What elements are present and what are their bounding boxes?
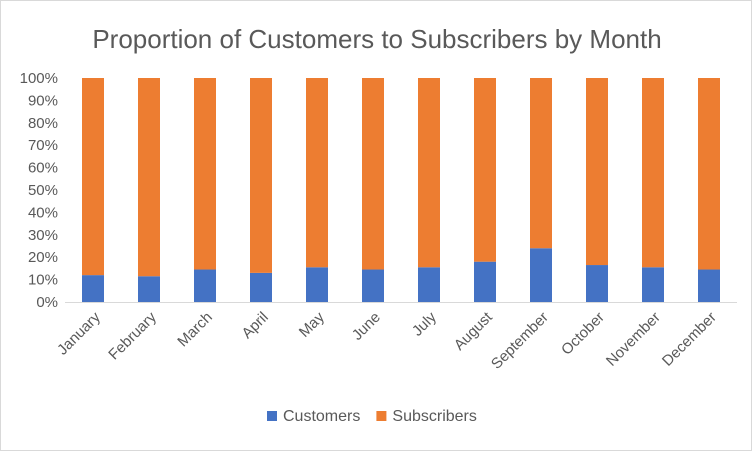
x-tick-label: February bbox=[105, 308, 160, 363]
y-tick-label: 10% bbox=[28, 272, 58, 289]
legend-swatch-subscribers bbox=[376, 411, 387, 421]
bar-customers-june bbox=[362, 269, 384, 302]
bar-subscribers-march bbox=[194, 78, 216, 270]
legend-label-subscribers: Subscribers bbox=[392, 408, 476, 425]
bar-subscribers-february bbox=[138, 78, 160, 277]
y-tick-label: 30% bbox=[28, 227, 58, 244]
bar-subscribers-december bbox=[698, 78, 720, 270]
bar-subscribers-june bbox=[362, 78, 384, 270]
bar-subscribers-november bbox=[642, 78, 664, 268]
bar-subscribers-september bbox=[530, 78, 552, 249]
legend-label-customers: Customers bbox=[283, 408, 360, 425]
x-tick-label: August bbox=[451, 308, 497, 354]
bar-customers-april bbox=[250, 272, 272, 302]
y-tick-label: 40% bbox=[28, 204, 58, 221]
x-tick-label: January bbox=[54, 308, 104, 358]
bar-customers-january bbox=[82, 275, 104, 302]
x-tick-label: September bbox=[488, 309, 552, 373]
x-tick-label: December bbox=[659, 309, 720, 370]
legend: Customers Subscribers bbox=[267, 408, 477, 425]
bar-subscribers-october bbox=[586, 78, 608, 266]
x-tick-label: June bbox=[349, 309, 384, 344]
bar-subscribers-august bbox=[474, 78, 496, 262]
y-tick-label: 100% bbox=[20, 70, 58, 87]
x-tick-label: March bbox=[174, 309, 215, 350]
bar-customers-november bbox=[642, 267, 664, 302]
bar-subscribers-july bbox=[418, 78, 440, 268]
bar-customers-december bbox=[698, 269, 720, 302]
x-tick-label: July bbox=[409, 308, 440, 339]
bar-customers-march bbox=[194, 269, 216, 302]
y-tick-label: 60% bbox=[28, 160, 58, 177]
y-tick-label: 50% bbox=[28, 182, 58, 199]
y-tick-label: 0% bbox=[36, 294, 58, 311]
y-tick-label: 70% bbox=[28, 137, 58, 154]
bar-customers-february bbox=[138, 276, 160, 302]
plot-area: 0% 10% 20% 30% 40% 50% 60% 70% 80% 90% 100% January… bbox=[20, 70, 737, 373]
y-tick-label: 90% bbox=[28, 92, 58, 109]
x-tick-label: May bbox=[296, 308, 328, 340]
x-tick-label: October bbox=[558, 309, 608, 359]
bar-customers-october bbox=[586, 265, 608, 302]
y-tick-label: 80% bbox=[28, 115, 58, 132]
bar-subscribers-april bbox=[250, 78, 272, 273]
bar-customers-september bbox=[530, 248, 552, 302]
bar-customers-august bbox=[474, 261, 496, 302]
x-tick-label: April bbox=[239, 309, 272, 342]
y-tick-label: 20% bbox=[28, 249, 58, 266]
bar-customers-may bbox=[306, 267, 328, 302]
bar-subscribers-january bbox=[82, 78, 104, 276]
chart-title: Proportion of Customers to Subscribers b… bbox=[92, 24, 661, 54]
bar-customers-july bbox=[418, 267, 440, 302]
legend-swatch-customers bbox=[267, 411, 277, 421]
x-tick-label: November bbox=[603, 309, 664, 370]
bar-subscribers-may bbox=[306, 78, 328, 268]
